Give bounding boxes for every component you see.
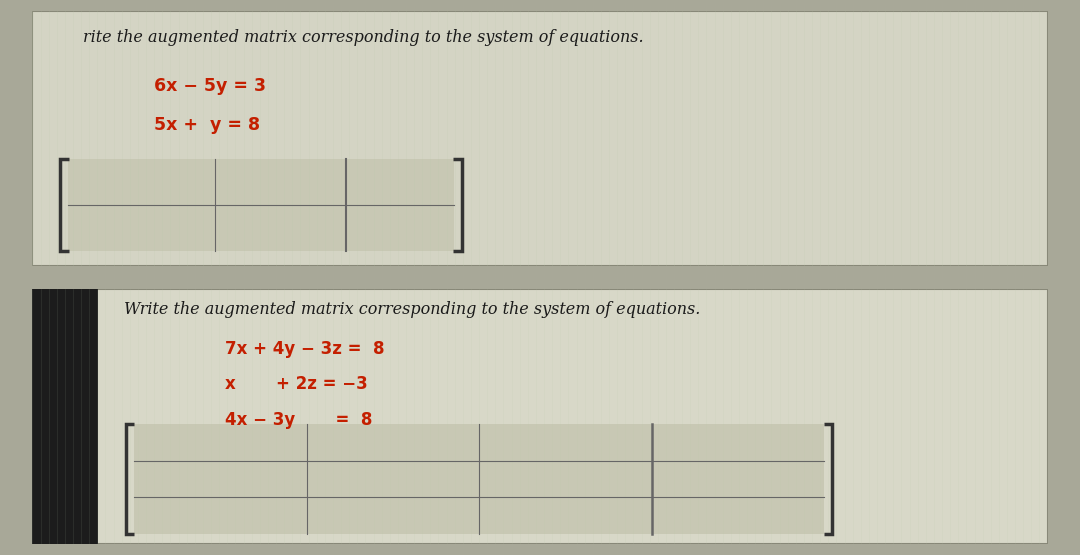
Text: 7x + 4y − 3z =  8: 7x + 4y − 3z = 8 [226,340,384,357]
Text: x       + 2z = −3: x + 2z = −3 [226,375,368,393]
Bar [32,289,98,544]
Text: 4x − 3y       =  8: 4x − 3y = 8 [226,411,373,429]
Text: 6x − 5y = 3: 6x − 5y = 3 [154,78,267,95]
Bar [134,424,824,534]
Text: Write the augmented matrix corresponding to the system of equations.: Write the augmented matrix corresponding… [124,301,700,319]
Text: rite the augmented matrix corresponding to the system of equations.: rite the augmented matrix corresponding … [83,29,644,46]
Text: 5x +  y = 8: 5x + y = 8 [154,116,260,134]
Bar [68,159,454,251]
